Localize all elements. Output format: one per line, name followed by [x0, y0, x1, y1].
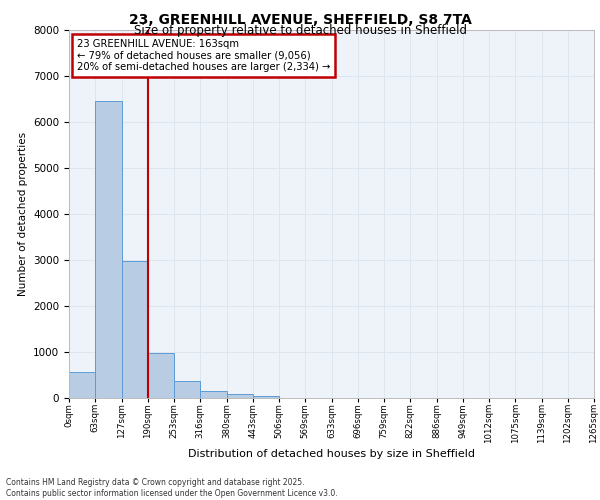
Bar: [95, 101, 121, 398]
Bar: [174, 380, 200, 398]
Text: 23 GREENHILL AVENUE: 163sqm
← 79% of detached houses are smaller (9,056)
20% of : 23 GREENHILL AVENUE: 163sqm ← 79% of det…: [77, 39, 330, 72]
Text: Size of property relative to detached houses in Sheffield: Size of property relative to detached ho…: [133, 24, 467, 37]
Bar: [253, 396, 279, 398]
X-axis label: Distribution of detached houses by size in Sheffield: Distribution of detached houses by size …: [188, 449, 475, 459]
Bar: [148, 354, 174, 398]
Y-axis label: Number of detached properties: Number of detached properties: [17, 132, 28, 296]
Text: Contains HM Land Registry data © Crown copyright and database right 2025.
Contai: Contains HM Land Registry data © Crown c…: [6, 478, 338, 498]
Bar: [200, 390, 227, 398]
Text: 23, GREENHILL AVENUE, SHEFFIELD, S8 7TA: 23, GREENHILL AVENUE, SHEFFIELD, S8 7TA: [128, 12, 472, 26]
Bar: [227, 394, 253, 398]
Bar: [69, 372, 95, 398]
Bar: [121, 260, 148, 398]
